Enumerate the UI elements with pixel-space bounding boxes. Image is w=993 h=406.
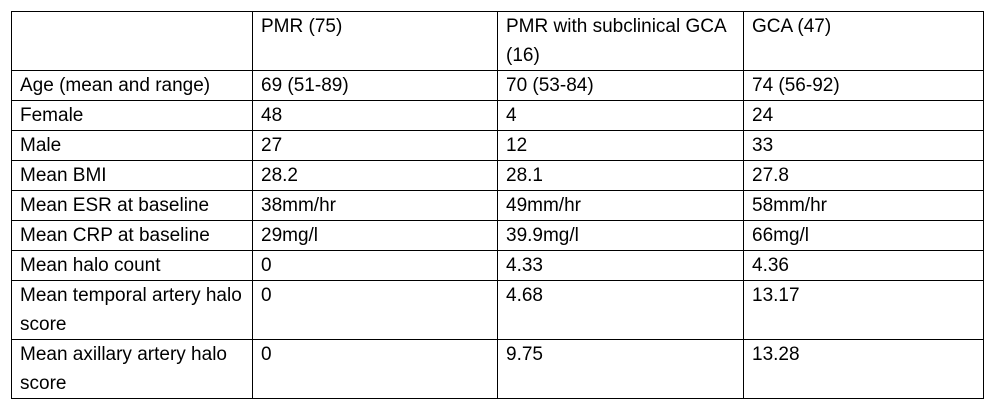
table-row: Mean ESR at baseline 38mm/hr 49mm/hr 58mm/h… — [11, 190, 984, 221]
data-cell: 74 (56-92) — [743, 70, 984, 101]
row-label: Male — [11, 130, 253, 161]
row-label: Mean CRP at baseline — [11, 220, 253, 251]
data-cell: 12 — [497, 130, 744, 161]
table-row: Mean temporal artery halo score 0 4.68 13.1… — [11, 280, 984, 340]
data-cell: 0 — [252, 280, 498, 340]
table-row: Mean halo count 0 4.33 4.36 — [11, 250, 984, 281]
row-label: Mean axillary artery halo score — [11, 339, 253, 399]
table-row: Mean axillary artery halo score 0 9.75 13.2… — [11, 339, 984, 399]
data-cell: 24 — [743, 100, 984, 131]
data-cell: 69 (51-89) — [252, 70, 498, 101]
data-cell: 4.33 — [497, 250, 744, 281]
header-cell: PMR with subclinical GCA (16) — [497, 11, 744, 71]
data-cell: 49mm/hr — [497, 190, 744, 221]
header-row: PMR (75) PMR with subclinical GCA (16) GCA… — [11, 11, 984, 71]
data-cell: 13.17 — [743, 280, 984, 340]
corner-cell — [11, 11, 253, 71]
data-cell: 33 — [743, 130, 984, 161]
table-body: Age (mean and range) 69 (51-89) 70 (53-84)… — [11, 70, 984, 399]
data-cell: 0 — [252, 250, 498, 281]
table-row: Male 27 12 33 — [11, 130, 984, 161]
data-cell: 4.68 — [497, 280, 744, 340]
data-cell: 58mm/hr — [743, 190, 984, 221]
data-cell: 27 — [252, 130, 498, 161]
data-cell: 0 — [252, 339, 498, 399]
data-cell: 9.75 — [497, 339, 744, 399]
row-label: Mean BMI — [11, 160, 253, 191]
data-cell: 4 — [497, 100, 744, 131]
row-label: Mean ESR at baseline — [11, 190, 253, 221]
table-row: Mean BMI 28.2 28.1 27.8 — [11, 160, 984, 191]
data-cell: 48 — [252, 100, 498, 131]
data-cell: 28.1 — [497, 160, 744, 191]
row-label: Female — [11, 100, 253, 131]
header-cell: GCA (47) — [743, 11, 984, 71]
row-label: Mean halo count — [11, 250, 253, 281]
row-label: Mean temporal artery halo score — [11, 280, 253, 340]
table-row: Age (mean and range) 69 (51-89) 70 (53-84)… — [11, 70, 984, 101]
data-cell: 28.2 — [252, 160, 498, 191]
data-cell: 39.9mg/l — [497, 220, 744, 251]
data-cell: 70 (53-84) — [497, 70, 744, 101]
row-label: Age (mean and range) — [11, 70, 253, 101]
data-cell: 13.28 — [743, 339, 984, 399]
data-cell: 29mg/l — [252, 220, 498, 251]
data-cell: 66mg/l — [743, 220, 984, 251]
summary-table: PMR (75) PMR with subclinical GCA (16) GCA… — [11, 11, 984, 399]
data-cell: 27.8 — [743, 160, 984, 191]
table-row: Mean CRP at baseline 29mg/l 39.9mg/l 66mg/l — [11, 220, 984, 251]
table-row: Female 48 4 24 — [11, 100, 984, 131]
header-cell: PMR (75) — [252, 11, 498, 71]
data-cell: 4.36 — [743, 250, 984, 281]
data-cell: 38mm/hr — [252, 190, 498, 221]
